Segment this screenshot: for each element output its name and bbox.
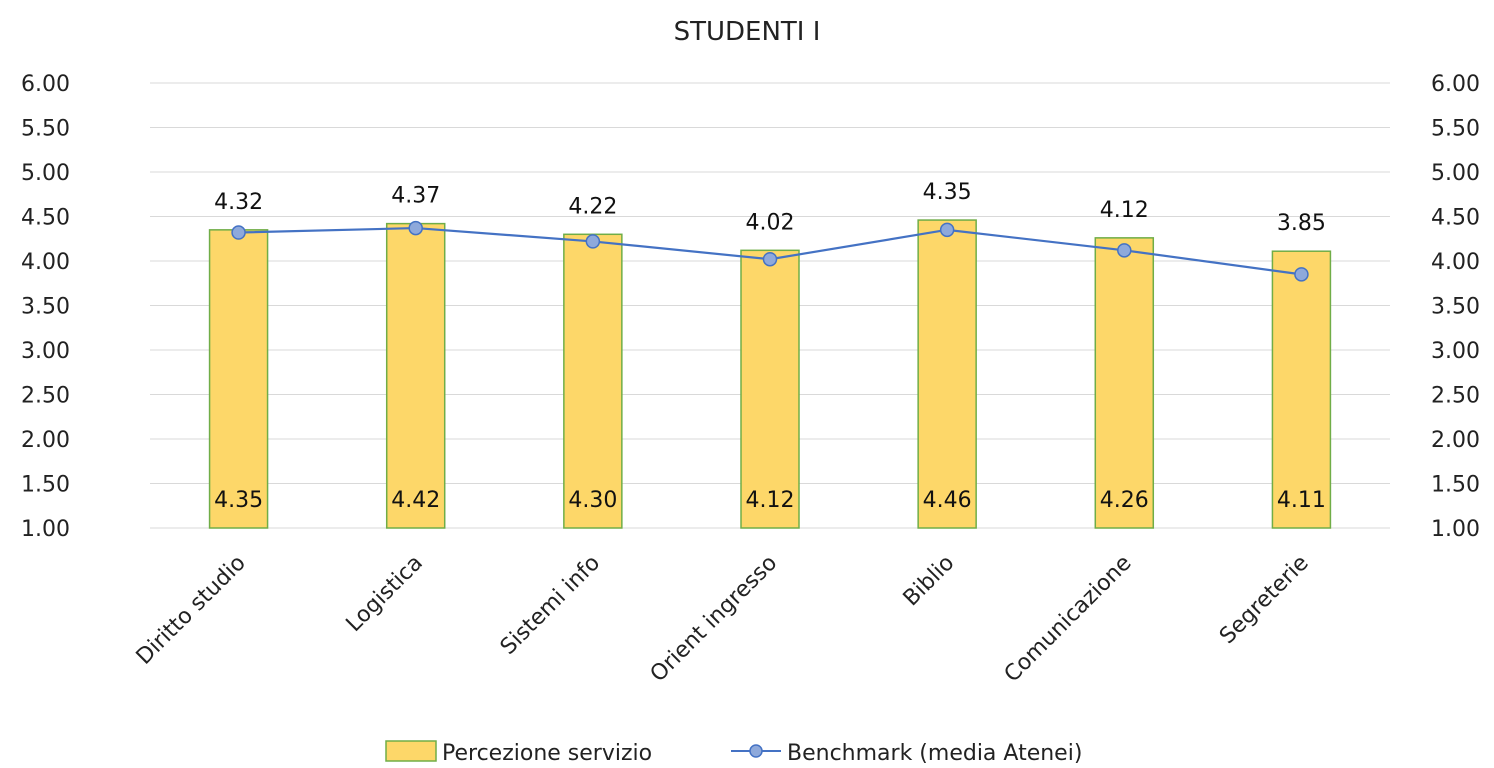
bar xyxy=(208,229,269,529)
y2-tick-label: 3.00 xyxy=(1431,339,1480,364)
bar xyxy=(1271,250,1332,529)
legend-swatch-bar xyxy=(385,740,437,762)
x-tick-label: Logistica xyxy=(342,551,428,637)
line-value-label: 4.22 xyxy=(568,194,617,219)
bar-value-label: 4.30 xyxy=(568,488,617,513)
bar-value-label: 4.26 xyxy=(1100,488,1149,513)
line-value-label: 3.85 xyxy=(1277,211,1326,236)
y-tick-label: 3.50 xyxy=(21,295,70,320)
bar-value-label: 4.12 xyxy=(746,488,795,513)
bar xyxy=(563,233,623,529)
line-series xyxy=(231,220,1309,282)
y-tick-label: 1.50 xyxy=(21,473,70,498)
line-point xyxy=(231,225,246,240)
x-tick-label: Sistemi info xyxy=(496,551,605,660)
line-value-label: 4.12 xyxy=(1100,198,1149,223)
y-tick-label: 5.50 xyxy=(21,117,70,142)
line-point xyxy=(1117,243,1132,258)
y2-tick-label: 5.50 xyxy=(1431,117,1480,142)
y-tick-label: 4.00 xyxy=(21,250,70,275)
bar xyxy=(917,219,977,529)
line-point xyxy=(408,220,423,236)
bar-value-label: 4.46 xyxy=(923,488,972,513)
x-tick-label: Diritto studio xyxy=(132,551,251,670)
y-axis-left: 1.00 1.50 2.00 2.50 3.00 3.50 4.00 4.50 5.00 5.50… xyxy=(21,72,70,542)
line-value-label: 4.02 xyxy=(746,210,795,235)
line-value-label: 4.32 xyxy=(214,190,263,215)
line-point xyxy=(585,234,601,249)
line-point xyxy=(939,222,955,238)
legend-marker-line xyxy=(749,744,763,758)
x-tick-label: Orient ingresso xyxy=(646,551,783,688)
y-tick-label: 4.50 xyxy=(21,206,70,231)
bar xyxy=(1094,237,1155,529)
y-axis-right: 1.00 1.50 2.00 2.50 3.00 3.50 4.00 4.50 5.00 5.50… xyxy=(1431,72,1480,542)
legend-label-line: Benchmark (media Atenei) xyxy=(787,741,1082,766)
y-tick-label: 5.00 xyxy=(21,161,70,186)
legend-label-bar: Percezione servizio xyxy=(442,741,652,766)
x-axis: Diritto studio Logistica Sistemi info Orien… xyxy=(132,551,1314,688)
line-value-label: 4.37 xyxy=(391,184,440,209)
line-point xyxy=(762,251,778,267)
y2-tick-label: 3.50 xyxy=(1431,295,1480,320)
chart-title: STUDENTI I xyxy=(674,17,821,47)
y2-tick-label: 1.50 xyxy=(1431,473,1480,498)
bar-value-labels: 4.35 4.42 4.30 4.12 4.46 4.26 4.11 xyxy=(214,488,1326,513)
bar xyxy=(740,249,800,529)
y-tick-label: 3.00 xyxy=(21,339,70,364)
bar-value-label: 4.35 xyxy=(214,488,263,513)
line-value-labels: 4.32 4.37 4.22 4.02 4.35 4.12 3.85 xyxy=(214,180,1326,236)
y2-tick-label: 4.00 xyxy=(1431,250,1480,275)
x-tick-label: Biblio xyxy=(899,551,960,612)
y2-tick-label: 6.00 xyxy=(1431,72,1480,97)
y2-tick-label: 2.50 xyxy=(1431,384,1480,409)
x-tick-label: Comunicazione xyxy=(1000,551,1137,688)
y-tick-label: 2.50 xyxy=(21,384,70,409)
bar-value-label: 4.11 xyxy=(1277,488,1326,513)
y-tick-label: 2.00 xyxy=(21,428,70,453)
bar xyxy=(385,222,446,529)
x-tick-label: Segreterie xyxy=(1215,551,1314,650)
bar-series xyxy=(208,219,1332,529)
y2-tick-label: 1.00 xyxy=(1431,517,1480,542)
y-tick-label: 1.00 xyxy=(21,517,70,542)
legend: Percezione servizio Benchmark (media Ate… xyxy=(385,740,1082,766)
y2-tick-label: 4.50 xyxy=(1431,206,1480,231)
line-point xyxy=(1294,267,1309,282)
bar-value-label: 4.42 xyxy=(391,488,440,513)
line-value-label: 4.35 xyxy=(923,180,972,205)
y-tick-label: 6.00 xyxy=(21,72,70,97)
y2-tick-label: 2.00 xyxy=(1431,428,1480,453)
y2-tick-label: 5.00 xyxy=(1431,161,1480,186)
